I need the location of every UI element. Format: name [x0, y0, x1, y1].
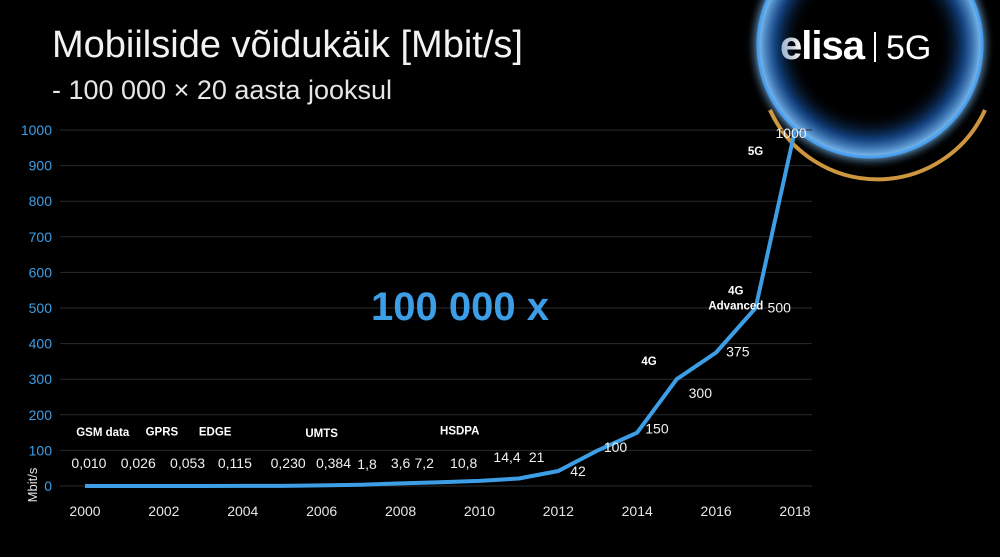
technology-label: GPRS	[146, 426, 179, 438]
technology-label: 4G Advanced	[708, 285, 763, 312]
data-label: 3,6	[391, 455, 411, 471]
y-tick-label: 100	[29, 442, 53, 458]
y-tick-label: 200	[29, 407, 53, 423]
data-label: 500	[768, 299, 792, 315]
x-tick-label: 2002	[148, 503, 179, 519]
y-tick-label: 1000	[21, 122, 52, 138]
x-tick-label: 2000	[69, 503, 100, 519]
technology-label: 4G	[641, 356, 656, 368]
x-tick-label: 2018	[779, 503, 810, 519]
x-tick-label: 2006	[306, 503, 337, 519]
data-label: 0,115	[218, 455, 252, 471]
technology-label: GSM data	[76, 427, 130, 439]
y-tick-label: 700	[29, 229, 53, 245]
data-label: 0,026	[121, 455, 156, 471]
data-label: 21	[529, 449, 545, 465]
data-label: 42	[570, 463, 586, 479]
y-tick-label: 600	[29, 264, 53, 280]
x-tick-label: 2004	[227, 503, 258, 519]
y-tick-label: 800	[29, 193, 53, 209]
technology-label: EDGE	[199, 426, 232, 438]
page-subtitle: - 100 000 × 20 aasta jooksul	[52, 75, 392, 105]
x-tick-label: 2012	[543, 503, 574, 519]
data-label: 375	[726, 343, 750, 359]
y-tick-label: 300	[29, 371, 53, 387]
data-label: 0,053	[170, 455, 205, 471]
technology-label: HSDPA	[440, 425, 479, 437]
y-tick-label: 500	[29, 300, 53, 316]
y-tick-label: 400	[29, 336, 53, 352]
data-label: 10,8	[450, 455, 477, 471]
y-tick-label: 900	[29, 158, 53, 174]
series-line	[85, 129, 797, 488]
data-label: 1000	[775, 125, 806, 141]
data-label: 1,8	[357, 456, 377, 472]
data-label: 150	[645, 420, 669, 436]
x-tick-label: 2008	[385, 503, 416, 519]
data-label: 100	[604, 439, 628, 455]
data-label: 0,010	[71, 455, 106, 471]
x-tick-label: 2010	[464, 503, 495, 519]
y-axis-title: Mbit/s	[25, 467, 40, 502]
data-label: 7,2	[414, 455, 434, 471]
data-label: 14,4	[493, 449, 520, 465]
data-label: 0,230	[271, 455, 306, 471]
y-tick-label: 0	[44, 478, 52, 494]
page-title: Mobiilside võidukäik [Mbit/s]	[52, 24, 523, 66]
x-tick-label: 2014	[622, 503, 653, 519]
growth-highlight-text: 100 000 x	[371, 285, 549, 329]
data-label: 0,384	[316, 455, 351, 471]
technology-label: 5G	[748, 146, 763, 158]
glow-ring-decoration	[745, 0, 995, 182]
x-tick-label: 2016	[701, 503, 732, 519]
data-label: 300	[689, 385, 713, 401]
technology-label: UMTS	[305, 428, 338, 440]
